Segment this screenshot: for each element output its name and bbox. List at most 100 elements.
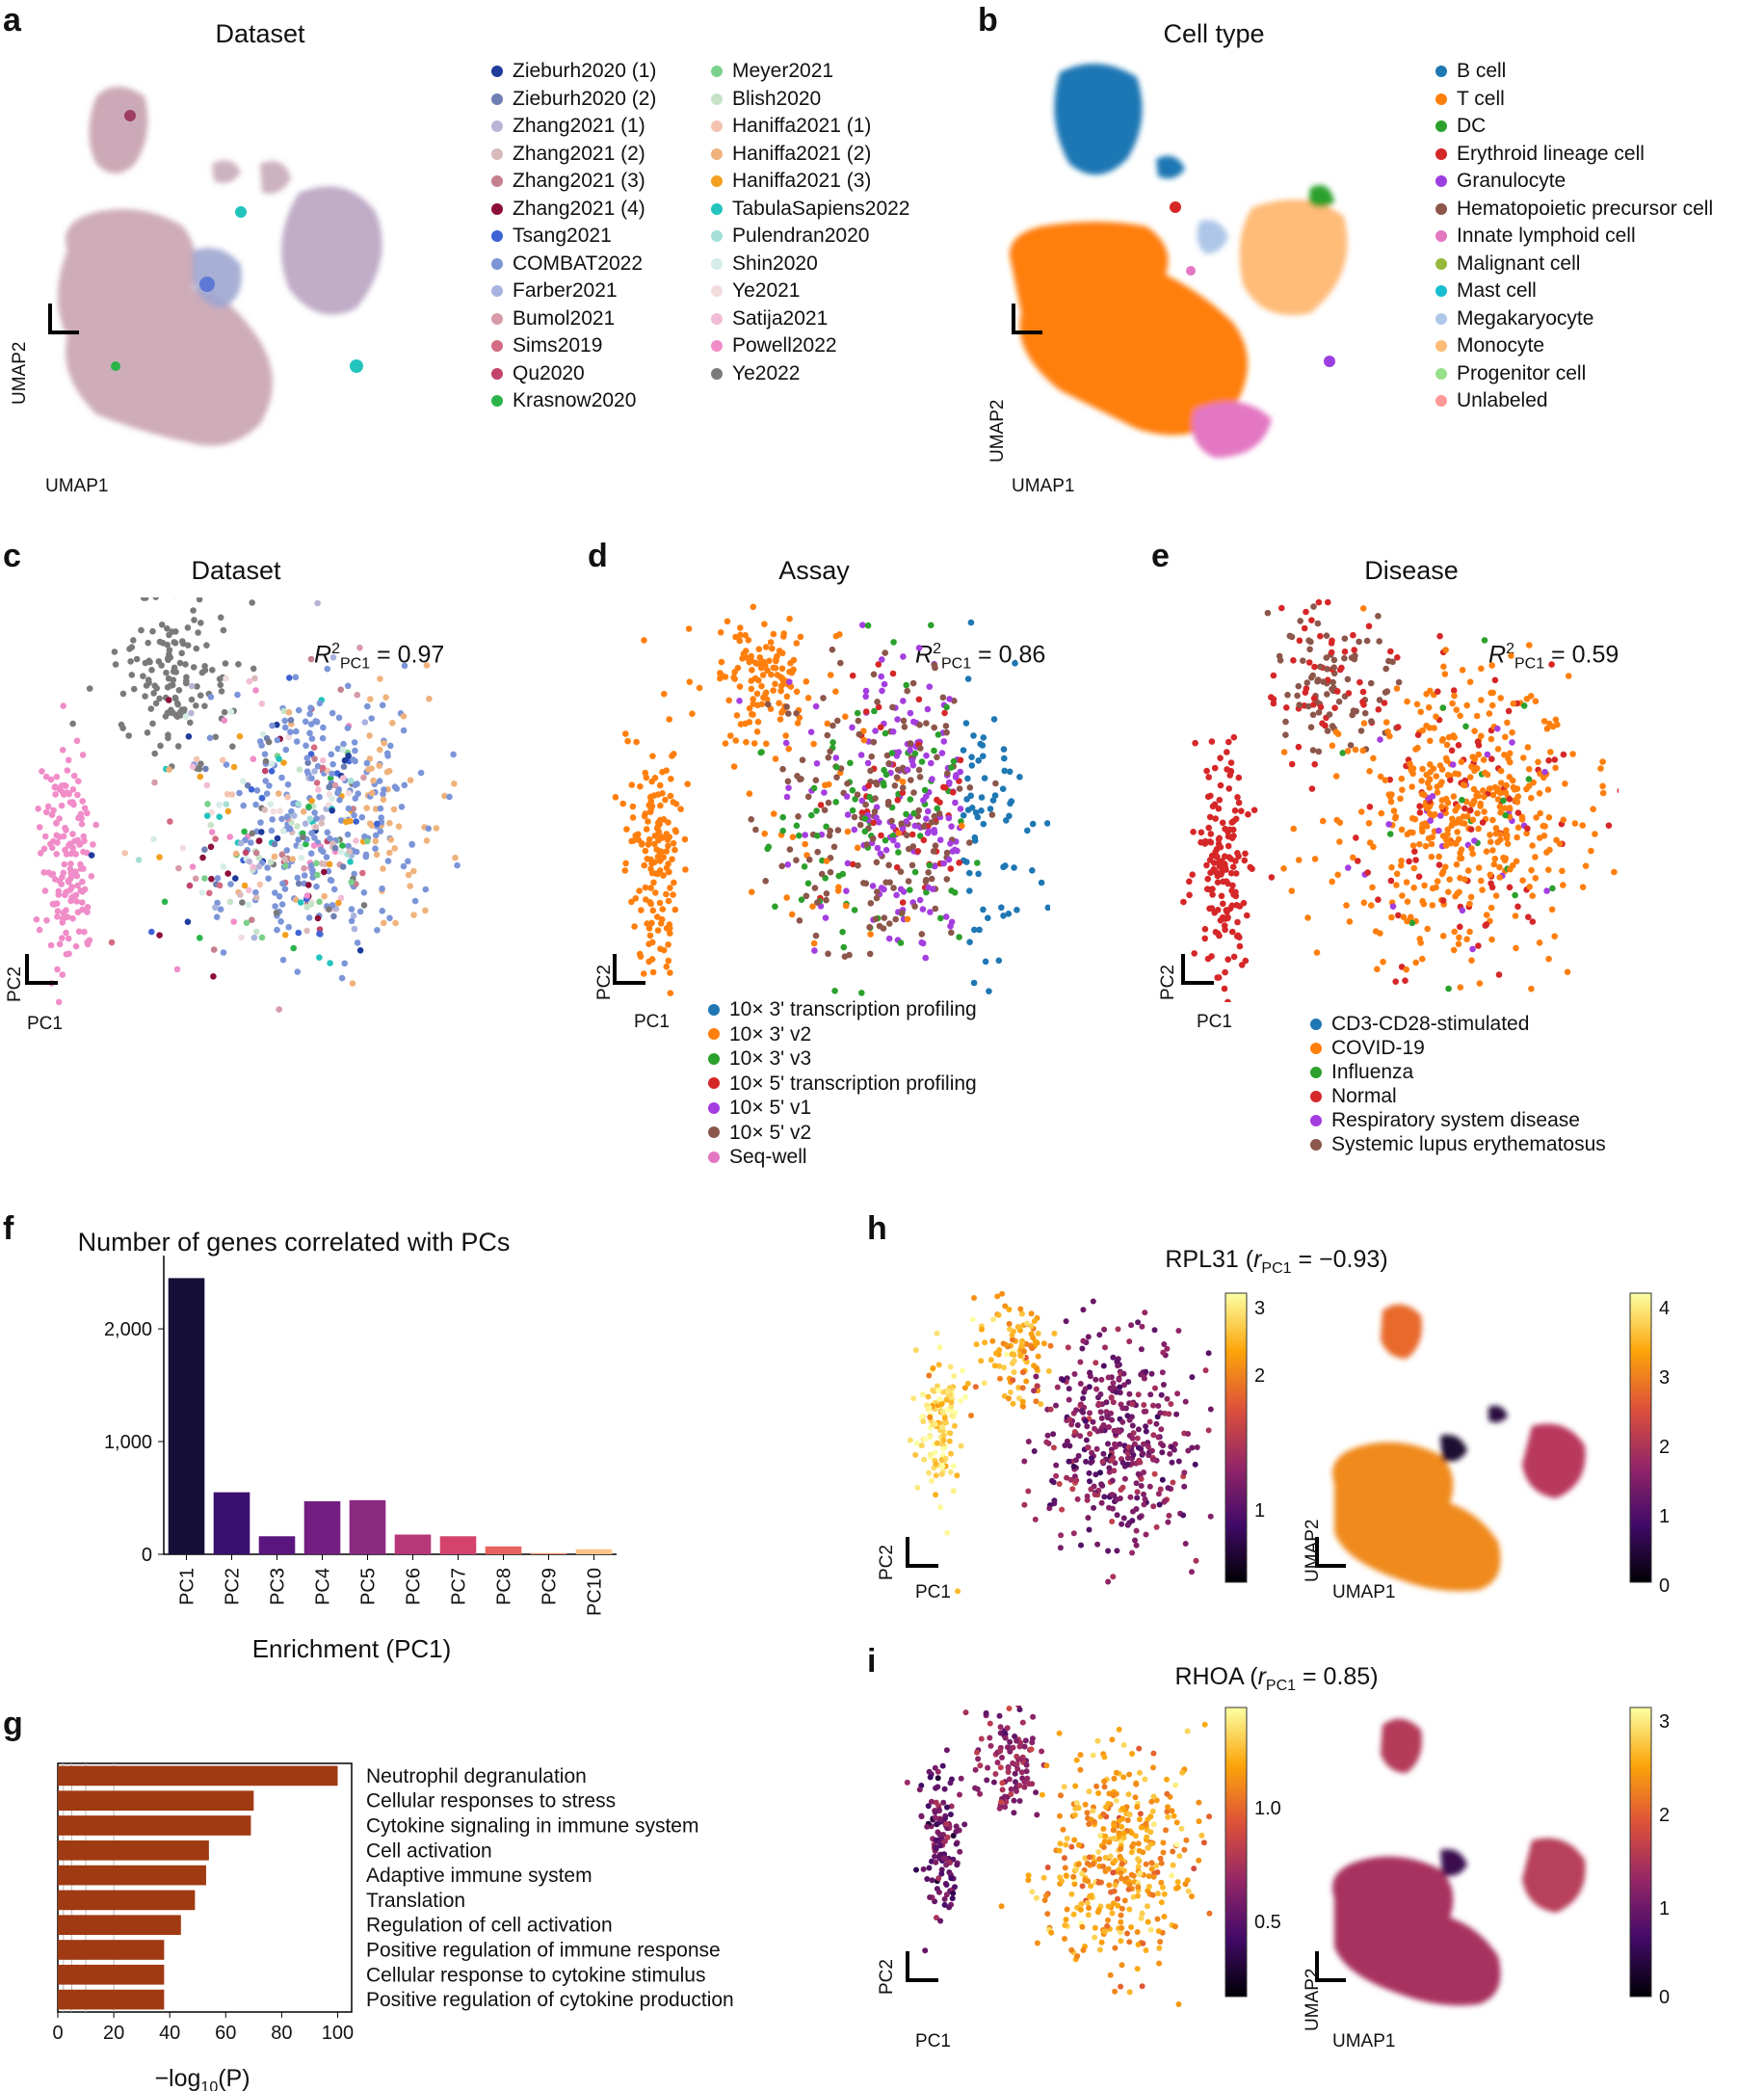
scatter-point (1438, 870, 1446, 878)
scatter-point (995, 957, 1003, 965)
scatter-point (762, 878, 769, 885)
scatter-point (1394, 654, 1401, 661)
scatter-point (1235, 799, 1243, 807)
scatter-point (1016, 1783, 1023, 1788)
scatter-point (1109, 1910, 1116, 1917)
scatter-point (880, 925, 887, 932)
scatter-point (151, 682, 158, 689)
scatter-point (649, 907, 657, 914)
panel-i-cb2-tick-2: 2 (1659, 1805, 1671, 1826)
panel-h-cb1-tick-3: 3 (1254, 1298, 1266, 1319)
scatter-point (1208, 953, 1215, 960)
scatter-point (813, 760, 821, 767)
scatter-point (621, 867, 629, 874)
scatter-point (947, 1780, 954, 1787)
scatter-point (889, 703, 896, 711)
scatter-point (1168, 1401, 1174, 1407)
scatter-point (893, 863, 901, 871)
scatter-point (1229, 863, 1237, 870)
scatter-point (1066, 1416, 1073, 1423)
scatter-point (758, 701, 766, 708)
scatter-point (344, 725, 352, 731)
panel-e-xlabel: PC1 (1197, 1012, 1232, 1032)
scatter-point (1357, 728, 1365, 734)
scatter-point (1184, 1877, 1191, 1884)
scatter-point (193, 755, 200, 763)
scatter-point (1074, 1422, 1081, 1428)
scatter-point (646, 932, 654, 940)
scatter-point (1006, 1320, 1013, 1327)
scatter-point (1543, 887, 1550, 894)
scatter-point (387, 742, 394, 750)
scatter-point (1077, 1752, 1084, 1759)
scatter-point (835, 884, 842, 890)
scatter-point (811, 947, 818, 954)
scatter-point (384, 858, 392, 864)
scatter-point (1528, 866, 1535, 874)
scatter-point (1367, 679, 1375, 687)
scatter-point (1294, 692, 1301, 700)
scatter-point (386, 819, 393, 827)
scatter-point (1179, 1769, 1186, 1776)
scatter-point (151, 750, 158, 757)
scatter-point (1086, 1469, 1093, 1476)
scatter-point (1064, 1836, 1070, 1841)
x-tick-label: PC3 (268, 1568, 289, 1605)
panel-a-legend-col1: Zieburh2020 (1) Zieburh2020 (2) Zhang2021 … (491, 58, 656, 415)
legend-swatch (491, 147, 503, 160)
scatter-point (1158, 1899, 1165, 1906)
scatter-point (914, 1484, 921, 1491)
scatter-point (42, 773, 50, 781)
scatter-point (629, 814, 637, 821)
scatter-point (1092, 1818, 1097, 1825)
scatter-point (1034, 1383, 1040, 1390)
scatter-point (867, 767, 874, 775)
scatter-point (1119, 1418, 1126, 1425)
y-tick-label: 2,000 (104, 1319, 152, 1340)
scatter-point (910, 809, 917, 817)
scatter-point (982, 958, 989, 966)
scatter-point (1424, 925, 1431, 933)
scatter-point (1129, 1751, 1136, 1757)
scatter-point (74, 836, 81, 844)
scatter-point (1509, 728, 1515, 736)
scatter-point (946, 779, 953, 786)
scatter-point (239, 778, 247, 784)
scatter-point (1066, 1386, 1072, 1392)
scatter-point (923, 815, 930, 822)
legend-entry: Malignant cell (1435, 251, 1713, 278)
scatter-point (1414, 731, 1422, 738)
scatter-point (780, 633, 787, 640)
scatter-point (974, 813, 982, 821)
scatter-point (998, 904, 1005, 912)
scatter-point (1135, 1864, 1142, 1870)
scatter-point (1482, 922, 1489, 929)
scatter-point (939, 1762, 946, 1769)
scatter-point (1359, 605, 1367, 612)
scatter-point (748, 652, 754, 660)
scatter-point (224, 807, 232, 815)
scatter-point (1085, 1515, 1092, 1522)
legend-entry: Haniffa2021 (3) (711, 168, 910, 196)
scatter-point (50, 837, 57, 845)
scatter-point (784, 778, 792, 785)
scatter-point (916, 833, 924, 839)
legend-swatch (1435, 257, 1447, 270)
scatter-point (964, 675, 972, 682)
scatter-point (207, 821, 215, 829)
scatter-point (1560, 882, 1567, 888)
scatter-point (1388, 913, 1395, 921)
scatter-point (1139, 1323, 1145, 1330)
term-label: Adaptive immune system (366, 1865, 592, 1887)
scatter-point (1393, 685, 1401, 692)
scatter-point (1014, 1760, 1020, 1767)
scatter-point (997, 1375, 1003, 1382)
legend-swatch (1310, 1138, 1322, 1151)
scatter-point (1330, 656, 1338, 664)
scatter-point (316, 954, 323, 961)
scatter-point (1435, 688, 1441, 695)
scatter-point (930, 1387, 936, 1393)
scatter-point (810, 740, 817, 748)
scatter-point (1530, 779, 1537, 786)
scatter-point (1150, 1793, 1157, 1800)
